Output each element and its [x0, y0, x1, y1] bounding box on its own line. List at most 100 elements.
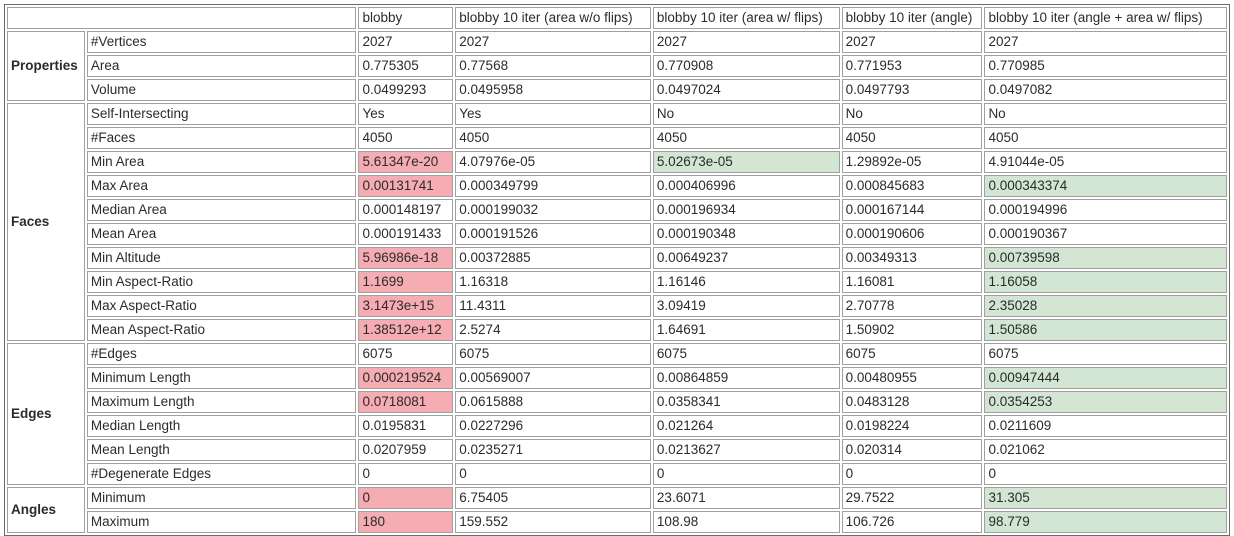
property-label: Median Length: [86, 415, 357, 437]
value-cell-worst: 5.96986e-18: [358, 247, 454, 269]
table-row: Area 0.775305 0.77568 0.770908 0.771953 0.770…: [7, 55, 1227, 77]
value-cell: 2.70778: [841, 295, 983, 317]
value-cell: 0.775305: [358, 55, 454, 77]
value-cell: 0: [358, 463, 454, 485]
header-row: blobby blobby 10 iter (area w/o flips) b…: [7, 7, 1227, 29]
value-cell: 23.6071: [652, 487, 840, 509]
column-header-blobby: blobby: [358, 7, 454, 29]
property-label: Area: [86, 55, 357, 77]
table-row: Min Area 5.61347e-20 4.07976e-05 5.02673e-0…: [7, 151, 1227, 173]
value-cell-best: 0.0354253: [984, 391, 1227, 413]
value-cell: 0.000191433: [358, 223, 454, 245]
table-row: Max Aspect-Ratio 3.1473e+15 11.4311 3.09419…: [7, 295, 1227, 317]
property-label: Min Altitude: [86, 247, 357, 269]
value-cell: Yes: [455, 103, 651, 125]
value-cell: 6075: [652, 343, 840, 365]
value-cell: 0.000191526: [455, 223, 651, 245]
column-header-angle-area-w-flips: blobby 10 iter (angle + area w/ flips): [984, 7, 1227, 29]
column-header-area-wo-flips: blobby 10 iter (area w/o flips): [455, 7, 651, 29]
value-cell: 0.021062: [984, 439, 1227, 461]
value-cell: 6075: [841, 343, 983, 365]
value-cell: 0.000190367: [984, 223, 1227, 245]
property-label: Minimum: [86, 487, 357, 509]
value-cell: No: [652, 103, 840, 125]
value-cell: 4050: [455, 127, 651, 149]
value-cell: 0.000194996: [984, 199, 1227, 221]
value-cell: 0.770908: [652, 55, 840, 77]
value-cell: 0: [455, 463, 651, 485]
property-label: Max Aspect-Ratio: [86, 295, 357, 317]
value-cell: 0.0198224: [841, 415, 983, 437]
table-row: Volume 0.0499293 0.0495958 0.0497024 0.04977…: [7, 79, 1227, 101]
value-cell: 1.64691: [652, 319, 840, 341]
table-row: Mean Aspect-Ratio 1.38512e+12 2.5274 1.6469…: [7, 319, 1227, 341]
value-cell: 1.16318: [455, 271, 651, 293]
value-cell: 29.7522: [841, 487, 983, 509]
table-row: Median Length 0.0195831 0.0227296 0.021264 0…: [7, 415, 1227, 437]
value-cell-best: 1.50586: [984, 319, 1227, 341]
property-label: #Vertices: [86, 31, 357, 53]
value-cell: 0.000349799: [455, 175, 651, 197]
table-row: Mean Length 0.0207959 0.0235271 0.0213627 0.…: [7, 439, 1227, 461]
value-cell: Yes: [358, 103, 454, 125]
value-cell: No: [841, 103, 983, 125]
table-row: #Faces 4050 4050 4050 4050 4050: [7, 127, 1227, 149]
table-row: Edges #Edges 6075 6075 6075 6075 6075: [7, 343, 1227, 485]
value-cell: 159.552: [455, 511, 651, 533]
value-cell: 1.50902: [841, 319, 983, 341]
value-cell: 0.000167144: [841, 199, 983, 221]
property-label: Self-Intersecting: [86, 103, 357, 125]
value-cell-worst: 180: [358, 511, 454, 533]
value-cell: 2027: [358, 31, 454, 53]
value-cell-worst: 0: [358, 487, 454, 509]
value-cell: 3.09419: [652, 295, 840, 317]
value-cell: 0.0483128: [841, 391, 983, 413]
table-row: Properties #Vertices 2027 2027 2027 2027 2027: [7, 31, 1227, 101]
value-cell-best: 31.305: [984, 487, 1227, 509]
value-cell: 4.07976e-05: [455, 151, 651, 173]
value-cell: 0.0195831: [358, 415, 454, 437]
value-cell: 0.0358341: [652, 391, 840, 413]
corner-cell: [7, 7, 357, 29]
table-row: #Degenerate Edges 0 0 0 0 0: [7, 463, 1227, 485]
value-cell: 6075: [358, 343, 454, 365]
value-cell: 6075: [984, 343, 1227, 365]
value-cell: 0.000406996: [652, 175, 840, 197]
value-cell: 4050: [358, 127, 454, 149]
value-cell: 0.000845683: [841, 175, 983, 197]
table-body: blobby blobby 10 iter (area w/o flips) b…: [7, 7, 1227, 533]
value-cell: 0.00649237: [652, 247, 840, 269]
value-cell: 0.771953: [841, 55, 983, 77]
table-row: Maximum Length 0.0718081 0.0615888 0.035834…: [7, 391, 1227, 413]
property-label: Min Aspect-Ratio: [86, 271, 357, 293]
value-cell-worst: 0.000219524: [358, 367, 454, 389]
value-cell: 0.000190606: [841, 223, 983, 245]
value-cell: 1.16081: [841, 271, 983, 293]
value-cell: 0.770985: [984, 55, 1227, 77]
value-cell-worst: 0.0718081: [358, 391, 454, 413]
value-cell: 0.000199032: [455, 199, 651, 221]
group-label: Faces: [7, 103, 85, 341]
value-cell-best: 0.00947444: [984, 367, 1227, 389]
value-cell: 0.0213627: [652, 439, 840, 461]
table-row: Max Area 0.00131741 0.000349799 0.000406996…: [7, 175, 1227, 197]
property-label: Volume: [86, 79, 357, 101]
value-cell: 0.00569007: [455, 367, 651, 389]
property-label: #Faces: [86, 127, 357, 149]
value-cell: No: [984, 103, 1227, 125]
value-cell: 4050: [841, 127, 983, 149]
value-cell-worst: 5.61347e-20: [358, 151, 454, 173]
value-cell: 0: [841, 463, 983, 485]
value-cell-worst: 0.00131741: [358, 175, 454, 197]
value-cell: 0: [652, 463, 840, 485]
value-cell: 1.29892e-05: [841, 151, 983, 173]
table-row: Min Aspect-Ratio 1.1699 1.16318 1.16146 1.16…: [7, 271, 1227, 293]
value-cell: 1.16146: [652, 271, 840, 293]
value-cell: 2027: [984, 31, 1227, 53]
property-label: Max Area: [86, 175, 357, 197]
value-cell: 4050: [652, 127, 840, 149]
property-label: Min Area: [86, 151, 357, 173]
table-row: Faces Self-Intersecting Yes Yes No No No: [7, 103, 1227, 341]
value-cell: 0.000148197: [358, 199, 454, 221]
value-cell: 0.0497793: [841, 79, 983, 101]
